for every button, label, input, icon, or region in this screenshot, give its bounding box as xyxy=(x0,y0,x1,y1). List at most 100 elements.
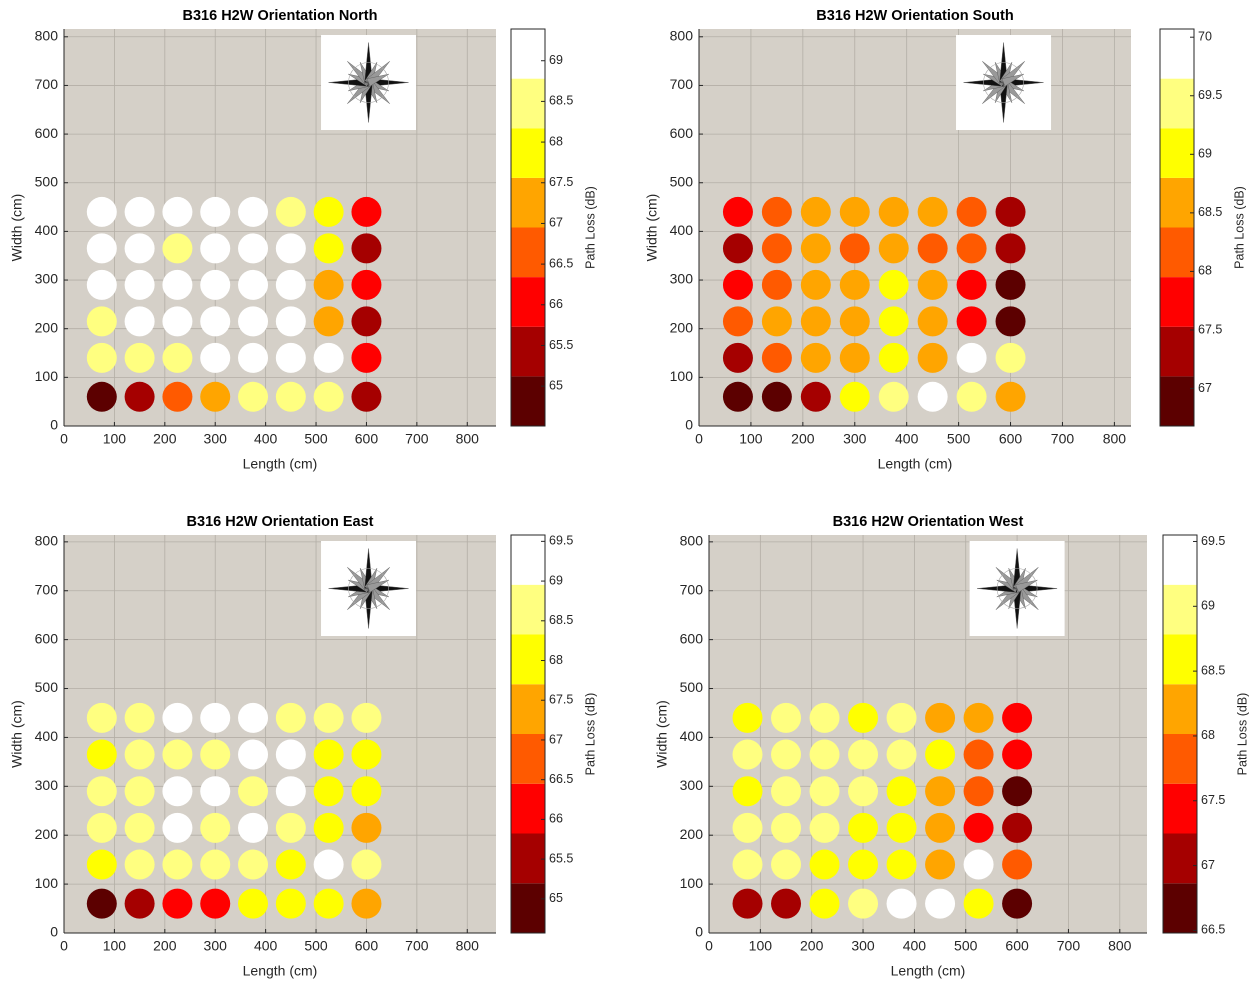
y-tick-label: 200 xyxy=(35,826,59,842)
data-point xyxy=(200,381,231,412)
y-tick-label: 500 xyxy=(35,173,59,189)
data-point xyxy=(878,306,909,337)
data-point xyxy=(995,381,1026,412)
x-tick-label: 100 xyxy=(103,938,127,954)
data-point xyxy=(963,739,994,770)
colorbar-label: Path Loss (dB) xyxy=(583,693,597,776)
data-point xyxy=(162,849,193,880)
data-point xyxy=(200,776,231,807)
compass-image xyxy=(956,35,1052,130)
data-point xyxy=(886,739,917,770)
x-tick-label: 600 xyxy=(355,431,379,447)
data-point xyxy=(200,739,231,770)
y-tick-label: 400 xyxy=(35,728,59,744)
data-point xyxy=(351,739,382,770)
data-point xyxy=(722,233,753,264)
colorbar-segment xyxy=(1160,78,1194,129)
colorbar-segment xyxy=(1163,883,1197,933)
y-tick-label: 300 xyxy=(680,777,704,793)
data-point xyxy=(886,888,917,919)
x-tick-label: 100 xyxy=(103,431,127,447)
data-point xyxy=(162,776,193,807)
data-point xyxy=(86,233,117,264)
data-point xyxy=(839,196,870,227)
colorbar-tick-label: 67.5 xyxy=(549,693,573,707)
data-point xyxy=(86,888,117,919)
y-tick-label: 0 xyxy=(50,924,58,940)
colorbar-tick-label: 68.5 xyxy=(549,94,573,108)
data-point xyxy=(732,888,763,919)
data-point xyxy=(956,306,987,337)
data-point xyxy=(963,776,994,807)
y-tick-label: 200 xyxy=(670,319,694,335)
data-point xyxy=(732,702,763,733)
data-point xyxy=(313,381,344,412)
data-point xyxy=(351,196,382,227)
colorbar-segment xyxy=(1160,326,1194,377)
data-point xyxy=(771,739,802,770)
data-point xyxy=(995,196,1026,227)
data-point xyxy=(917,269,948,300)
colorbar-segment xyxy=(1160,128,1194,178)
colorbar-tick-label: 67 xyxy=(549,216,563,230)
data-point xyxy=(313,702,344,733)
colorbar-segment xyxy=(1163,783,1197,834)
data-point xyxy=(878,233,909,264)
x-tick-label: 0 xyxy=(695,431,703,447)
data-point xyxy=(1002,702,1033,733)
colorbar-tick-label: 67 xyxy=(549,732,563,746)
colorbar-segment xyxy=(511,634,545,685)
colorbar-label: Path Loss (dB) xyxy=(1232,186,1246,269)
colorbar-frame xyxy=(1162,534,1198,934)
data-point xyxy=(238,233,269,264)
data-point xyxy=(839,342,870,373)
colorbar-segment xyxy=(511,29,545,79)
colorbar-tick-label: 68.5 xyxy=(1198,205,1222,219)
colorbar-segment xyxy=(511,783,545,834)
data-point xyxy=(886,849,917,880)
colorbar-segment xyxy=(511,833,545,884)
data-point xyxy=(313,776,344,807)
data-point xyxy=(886,776,917,807)
x-tick-label: 300 xyxy=(204,938,228,954)
data-point xyxy=(162,381,193,412)
x-tick-label: 700 xyxy=(1057,938,1081,954)
data-point xyxy=(925,888,956,919)
data-point xyxy=(162,702,193,733)
data-point xyxy=(313,888,344,919)
data-point xyxy=(995,342,1026,373)
data-point xyxy=(313,812,344,843)
data-point xyxy=(886,812,917,843)
data-point xyxy=(162,812,193,843)
x-tick-label: 200 xyxy=(153,938,177,954)
data-point xyxy=(800,306,831,337)
colorbar-segment xyxy=(1163,684,1197,734)
compass-point xyxy=(1015,579,1038,593)
colorbar-tick-label: 69.5 xyxy=(1198,88,1222,102)
colorbar-segment xyxy=(1160,227,1194,278)
x-tick-label: 400 xyxy=(903,938,927,954)
data-point xyxy=(839,381,870,412)
x-tick-label: 500 xyxy=(304,938,328,954)
data-point xyxy=(124,196,155,227)
data-point xyxy=(124,888,155,919)
data-point xyxy=(86,812,117,843)
data-point xyxy=(800,269,831,300)
data-point xyxy=(925,739,956,770)
y-tick-label: 400 xyxy=(35,222,59,238)
data-point xyxy=(86,702,117,733)
data-point xyxy=(809,888,840,919)
data-point xyxy=(238,702,269,733)
data-point xyxy=(917,306,948,337)
compass-image xyxy=(321,35,417,130)
data-point xyxy=(917,196,948,227)
compass-point xyxy=(1001,73,1024,87)
compass-ring xyxy=(348,568,389,609)
data-point xyxy=(162,233,193,264)
y-axis-label: Width (cm) xyxy=(9,194,25,262)
data-point xyxy=(963,849,994,880)
data-point xyxy=(238,812,269,843)
colorbar-segment xyxy=(511,684,545,734)
data-point xyxy=(761,381,792,412)
data-point xyxy=(722,196,753,227)
